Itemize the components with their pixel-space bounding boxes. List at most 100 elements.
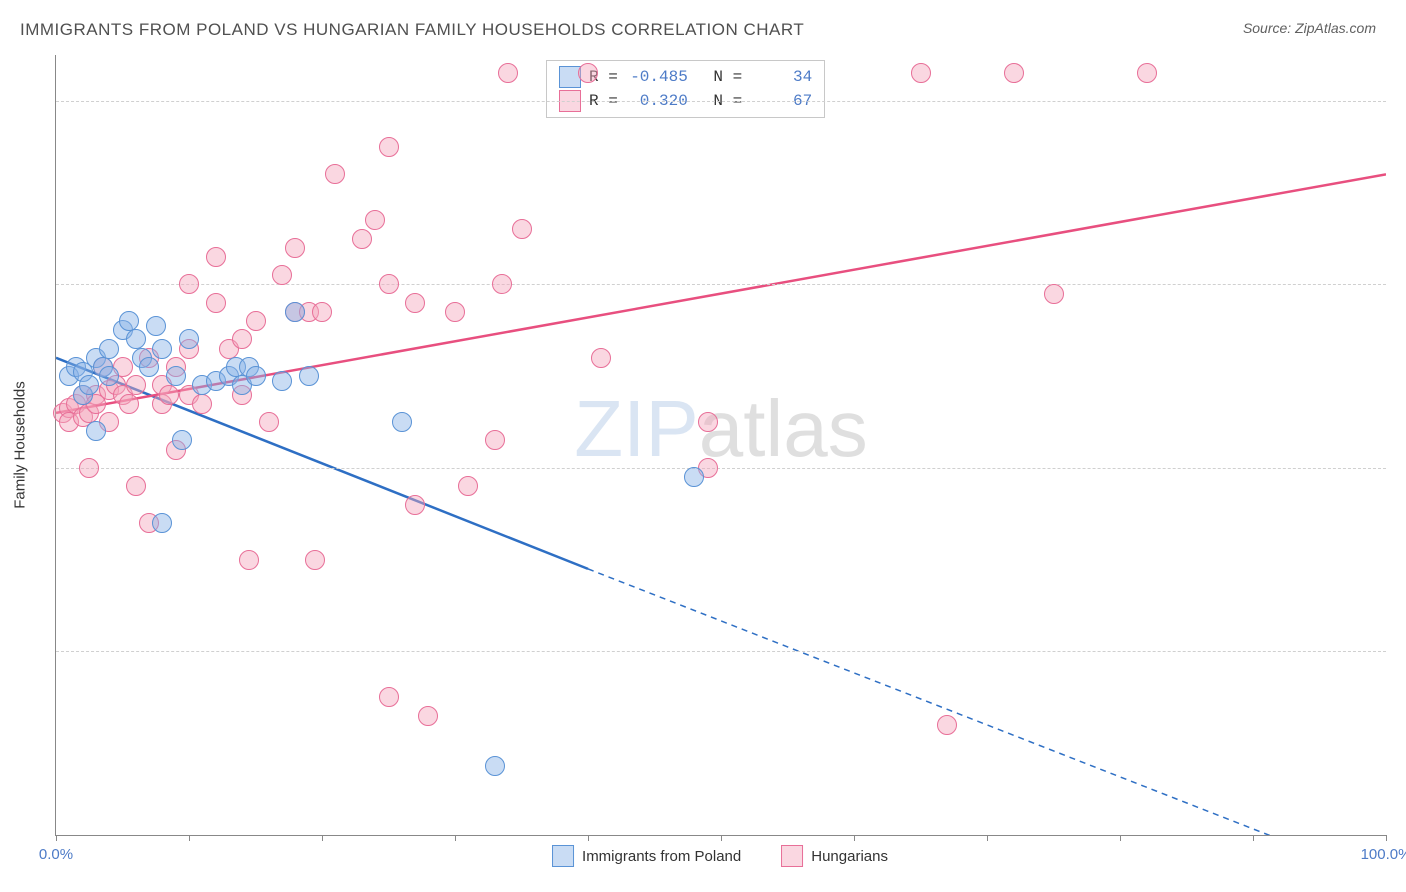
- data-point-pink: [232, 329, 252, 349]
- data-point-pink: [379, 137, 399, 157]
- data-point-pink: [206, 247, 226, 267]
- legend-item-blue: Immigrants from Poland: [552, 845, 741, 867]
- data-point-blue: [684, 467, 704, 487]
- y-tick-label: 60.0%: [1396, 459, 1406, 476]
- data-point-pink: [79, 458, 99, 478]
- chart-title: IMMIGRANTS FROM POLAND VS HUNGARIAN FAMI…: [20, 20, 804, 40]
- gridline-h: [56, 651, 1386, 652]
- legend-item-pink: Hungarians: [781, 845, 888, 867]
- y-tick-label: 80.0%: [1396, 276, 1406, 293]
- x-tick: [322, 835, 323, 841]
- data-point-pink: [159, 385, 179, 405]
- data-point-blue: [126, 329, 146, 349]
- data-point-pink: [379, 687, 399, 707]
- x-tick: [56, 835, 57, 841]
- legend-label-blue: Immigrants from Poland: [582, 848, 741, 865]
- data-point-pink: [698, 412, 718, 432]
- x-tick: [854, 835, 855, 841]
- gridline-h: [56, 284, 1386, 285]
- data-point-pink: [937, 715, 957, 735]
- legend-swatch-blue: [552, 845, 574, 867]
- data-point-pink: [325, 164, 345, 184]
- data-point-blue: [119, 311, 139, 331]
- trendlines-svg: [56, 55, 1386, 835]
- gridline-h: [56, 468, 1386, 469]
- x-tick-label: 0.0%: [39, 846, 73, 863]
- data-point-pink: [126, 476, 146, 496]
- data-point-blue: [99, 366, 119, 386]
- watermark-zip: ZIP: [574, 384, 698, 473]
- data-point-blue: [392, 412, 412, 432]
- data-point-pink: [512, 219, 532, 239]
- trendline: [588, 569, 1386, 835]
- data-point-pink: [379, 274, 399, 294]
- legend: Immigrants from Poland Hungarians: [552, 845, 888, 867]
- y-tick-label: 40.0%: [1396, 643, 1406, 660]
- legend-label-pink: Hungarians: [811, 848, 888, 865]
- y-tick-label: 100.0%: [1396, 92, 1406, 109]
- data-point-pink: [312, 302, 332, 322]
- data-point-blue: [146, 316, 166, 336]
- legend-swatch-pink: [781, 845, 803, 867]
- watermark-atlas: atlas: [699, 384, 868, 473]
- data-point-pink: [578, 63, 598, 83]
- x-tick: [987, 835, 988, 841]
- data-point-blue: [139, 357, 159, 377]
- data-point-pink: [418, 706, 438, 726]
- data-point-pink: [405, 293, 425, 313]
- y-axis-label: Family Households: [12, 381, 29, 509]
- x-tick: [1120, 835, 1121, 841]
- data-point-pink: [591, 348, 611, 368]
- data-point-blue: [299, 366, 319, 386]
- data-point-pink: [126, 375, 146, 395]
- data-point-blue: [485, 756, 505, 776]
- data-point-pink: [206, 293, 226, 313]
- data-point-pink: [285, 238, 305, 258]
- scatter-plot: ZIPatlas R = -0.485 N = 34 R = 0.320 N =…: [55, 55, 1386, 836]
- data-point-pink: [911, 63, 931, 83]
- data-point-pink: [239, 550, 259, 570]
- watermark: ZIPatlas: [574, 383, 867, 475]
- data-point-blue: [172, 430, 192, 450]
- data-point-blue: [166, 366, 186, 386]
- data-point-pink: [445, 302, 465, 322]
- x-tick: [189, 835, 190, 841]
- data-point-pink: [405, 495, 425, 515]
- r-value-blue: -0.485: [626, 65, 688, 89]
- x-tick: [455, 835, 456, 841]
- data-point-pink: [1044, 284, 1064, 304]
- data-point-pink: [259, 412, 279, 432]
- data-point-pink: [1004, 63, 1024, 83]
- data-point-pink: [246, 311, 266, 331]
- data-point-blue: [246, 366, 266, 386]
- data-point-pink: [352, 229, 372, 249]
- data-point-pink: [458, 476, 478, 496]
- data-point-pink: [272, 265, 292, 285]
- n-label: N =: [713, 65, 742, 89]
- data-point-pink: [305, 550, 325, 570]
- data-point-blue: [272, 371, 292, 391]
- data-point-pink: [492, 274, 512, 294]
- x-tick: [588, 835, 589, 841]
- data-point-blue: [152, 339, 172, 359]
- data-point-pink: [1137, 63, 1157, 83]
- x-tick: [1253, 835, 1254, 841]
- x-tick: [1386, 835, 1387, 841]
- chart-area: Family Households ZIPatlas R = -0.485 N …: [55, 55, 1385, 835]
- data-point-pink: [498, 63, 518, 83]
- data-point-pink: [119, 394, 139, 414]
- x-tick: [721, 835, 722, 841]
- data-point-pink: [485, 430, 505, 450]
- data-point-blue: [99, 339, 119, 359]
- data-point-pink: [365, 210, 385, 230]
- source-attribution: Source: ZipAtlas.com: [1243, 20, 1376, 36]
- data-point-blue: [79, 375, 99, 395]
- n-value-blue: 34: [750, 65, 812, 89]
- gridline-h: [56, 101, 1386, 102]
- x-tick-label: 100.0%: [1361, 846, 1406, 863]
- data-point-blue: [179, 329, 199, 349]
- data-point-blue: [86, 421, 106, 441]
- data-point-pink: [192, 394, 212, 414]
- data-point-blue: [152, 513, 172, 533]
- data-point-pink: [179, 274, 199, 294]
